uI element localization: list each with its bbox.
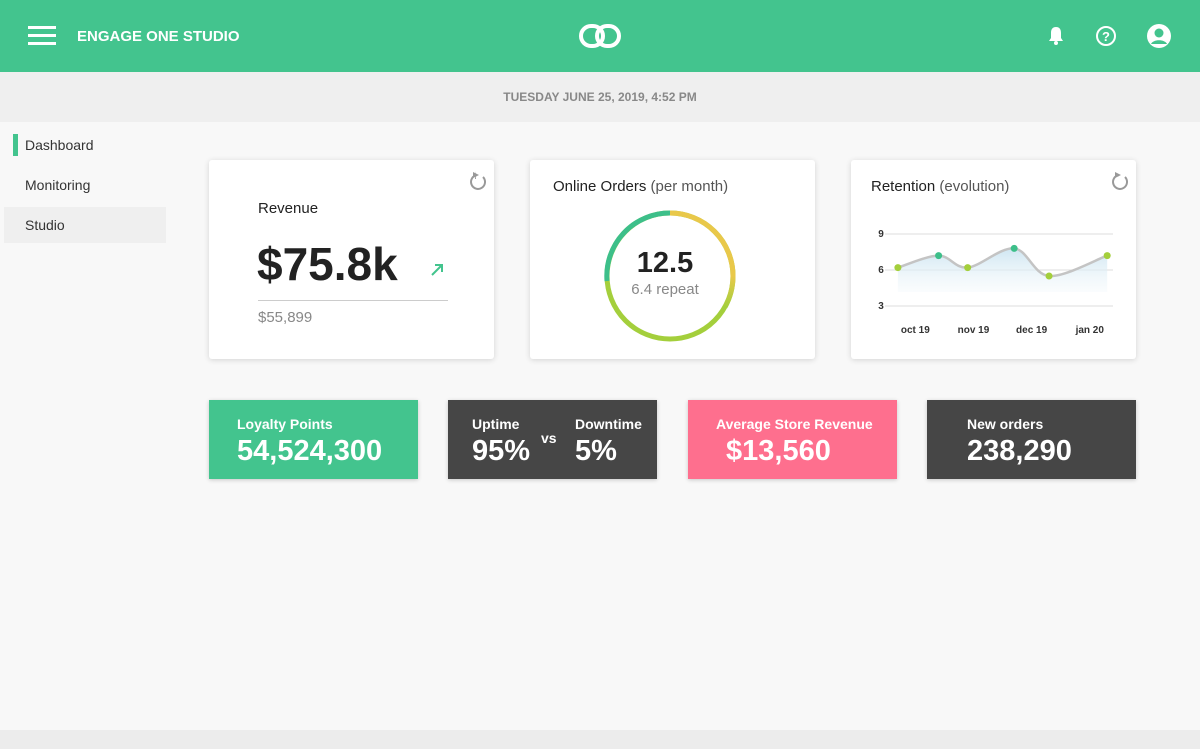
orders-value: 12.5 [636,247,694,279]
divider [258,300,448,301]
point [894,264,902,272]
y-tick-label: 3 [878,301,884,312]
card-title: Retention (evolution) [871,178,1009,195]
header: ENGAGE ONE STUDIO ? [0,0,1200,72]
help-icon[interactable]: ? [1095,25,1117,47]
point [1045,272,1053,280]
card-title: Revenue [258,200,319,217]
tile-label: New orders [967,416,1044,432]
tile-value: 54,524,300 [237,435,383,467]
point [1010,244,1018,252]
x-tick-label: dec 19 [1016,325,1048,336]
refresh-icon[interactable] [1110,171,1130,191]
tile-label: Average Store Revenue [716,416,873,432]
tile-label: Downtime [575,416,642,432]
nav-item[interactable]: Studio [4,207,166,243]
trend-up-icon [431,264,443,276]
orders-note: 6.4 repeat [631,281,699,298]
revenue-card: Revenue $75.8k $55,899 [209,160,494,359]
subtitle: (evolution) [939,178,1010,195]
loyalty-tile: Loyalty Points 54,524,300 [209,400,418,479]
revenue-value: $75.8k [257,238,398,290]
svg-text:?: ? [1102,29,1110,44]
footer-bar [0,730,1200,749]
point [935,252,943,260]
vs-label: vs [541,430,557,446]
title: Retention [871,178,936,195]
app-title: ENGAGE ONE STUDIO [77,28,240,45]
store-tile: Average Store Revenue $13,560 [688,400,897,479]
title: Online Orders [553,178,647,195]
x-tick-label: oct 19 [901,325,930,336]
tile-label: Loyalty Points [237,416,333,432]
area [897,248,1108,292]
active-indicator [13,134,18,156]
card-title: Online Orders (per month) [553,178,728,195]
uptime-tile: Uptime 95% vs Downtime 5% [448,400,657,479]
previous-value: $55,899 [258,309,313,326]
x-tick-label: nov 19 [958,325,990,336]
tile-value: 238,290 [967,435,1072,467]
orders-card: Online Orders (per month) 12.5 6.4 repea… [530,160,815,359]
nav-item[interactable]: Monitoring [25,177,91,193]
donut [604,210,736,342]
user-icon[interactable] [1146,23,1172,49]
x-tick-label: jan 20 [1075,325,1105,336]
new-orders-tile: New orders 238,290 [927,400,1136,479]
subtitle: (per month) [650,178,729,195]
bell-icon[interactable] [1046,25,1066,47]
y-tick-label: 6 [878,265,884,276]
point [1103,252,1111,260]
tile-value: $13,560 [726,435,831,467]
refresh-icon[interactable] [468,171,488,191]
tile-label: Uptime [472,416,520,432]
tile-value: 5% [575,435,617,467]
logo [579,24,621,48]
retention-chart: 3 6 9 oct 19 nov 19 dec 19 jan 20 [878,229,1113,336]
tile-value: 95% [472,435,531,467]
point [964,264,972,272]
date-bar: TUESDAY JUNE 25, 2019, 4:52 PM [0,72,1200,122]
nav-item[interactable]: Dashboard [25,137,94,153]
y-tick-label: 9 [878,229,884,240]
menu-icon[interactable] [28,26,56,46]
retention-card: Retention (evolution) 3 6 9 oct 19 nov 19 dec… [851,160,1136,359]
